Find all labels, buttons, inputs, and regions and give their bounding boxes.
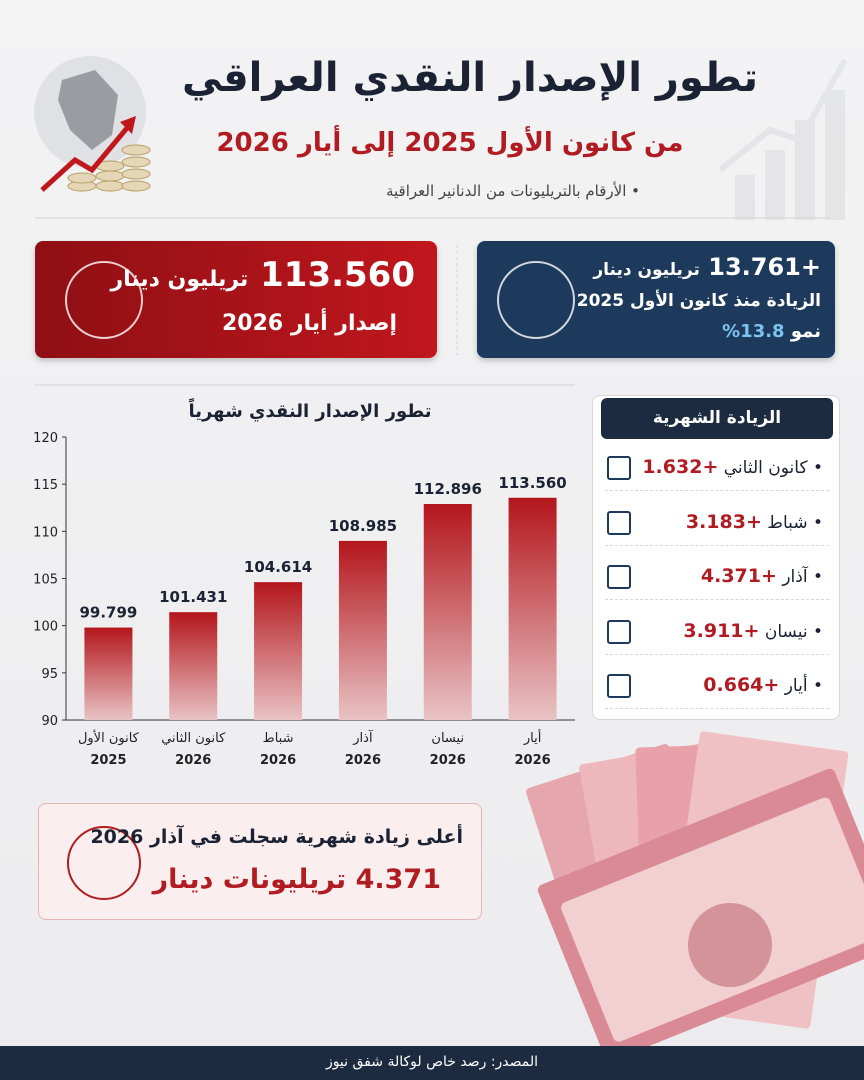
footer: المصدر: رصد خاص لوكالة شفق نيوز bbox=[0, 1046, 864, 1080]
row-text: • نيسان +3.911 bbox=[683, 620, 823, 642]
bar bbox=[254, 582, 303, 720]
x-tick-label: نيسان bbox=[431, 731, 464, 746]
calendar-icon bbox=[607, 674, 631, 698]
highlight-value: 4.371 تريليونات دينار bbox=[152, 864, 441, 895]
x-tick-label: 2026 bbox=[514, 753, 550, 768]
chart-title: تطور الإصدار النقدي شهرياً bbox=[188, 398, 431, 422]
growth-label: نمو bbox=[790, 321, 821, 342]
x-tick-label: 2026 bbox=[260, 753, 296, 768]
value-label: 108.985 bbox=[329, 517, 397, 535]
row-value: +1.632 bbox=[642, 456, 719, 478]
increase-row: • آذار +4.371 bbox=[605, 559, 829, 600]
card-line: +13.761 تريليون دينار bbox=[593, 253, 821, 281]
chart: تطور الإصدار النقدي شهرياً 90 95 100 105 110… bbox=[33, 398, 575, 768]
bar bbox=[84, 627, 133, 720]
current-card: 113.560 تريليون دينار إصدار أيار 2026 bbox=[35, 241, 437, 358]
x-tick-label: شباط bbox=[263, 731, 294, 746]
x-tick-label: آذار bbox=[352, 729, 374, 746]
row-text: • أيار +0.664 bbox=[703, 674, 823, 696]
row-bullet: • bbox=[807, 512, 823, 533]
note-text: الأرقام بالتريليونات من الدنانير العراقي… bbox=[385, 182, 627, 200]
growth-line: نمو 13.8% bbox=[722, 321, 821, 342]
row-month: شباط bbox=[767, 512, 808, 533]
x-tick-label: 2026 bbox=[430, 753, 466, 768]
row-month: كانون الثاني bbox=[723, 458, 808, 478]
row-text: • شباط +3.183 bbox=[686, 511, 823, 533]
value-label: 112.896 bbox=[414, 480, 482, 498]
value-label: 104.614 bbox=[244, 558, 312, 576]
increase-row: • نيسان +3.911 bbox=[605, 614, 829, 655]
increase-row: • كانون الثاني +1.632 bbox=[605, 450, 829, 491]
value-label: 113.560 bbox=[498, 474, 566, 492]
y-tick-label: 115 bbox=[33, 478, 58, 493]
bar bbox=[423, 504, 472, 720]
row-bullet: • bbox=[807, 676, 823, 696]
card-line: 113.560 تريليون دينار bbox=[110, 255, 415, 295]
row-value: +3.183 bbox=[685, 510, 762, 533]
y-tick-label: 90 bbox=[41, 714, 58, 729]
row-bullet: • bbox=[807, 567, 823, 587]
x-tick-label: 2025 bbox=[90, 753, 126, 768]
value-label: 101.431 bbox=[159, 588, 227, 606]
card-icon bbox=[65, 261, 143, 339]
row-value: +4.371 bbox=[700, 565, 777, 587]
bullet: • bbox=[626, 182, 640, 200]
row-value: +0.664 bbox=[703, 674, 780, 696]
card-icon bbox=[497, 261, 575, 339]
monthly-panel: الزيادة الشهرية • كانون الثاني +1.632 • ش… bbox=[592, 395, 840, 720]
x-tick-label: أيار bbox=[523, 729, 541, 746]
calendar-icon bbox=[607, 565, 631, 589]
current-value: 113.560 bbox=[260, 255, 415, 295]
panel-title: الزيادة الشهرية bbox=[601, 398, 833, 439]
x-tick-label: 2026 bbox=[175, 753, 211, 768]
x-tick-label: كانون الثاني bbox=[161, 731, 226, 746]
increase-label: الزيادة منذ كانون الأول 2025 bbox=[576, 291, 821, 311]
y-tick-label: 120 bbox=[33, 431, 58, 446]
calendar-icon bbox=[607, 510, 631, 535]
increase-card: +13.761 تريليون دينار الزيادة منذ كانون … bbox=[477, 241, 835, 358]
highlight-icon bbox=[67, 826, 141, 900]
y-tick-label: 95 bbox=[41, 667, 58, 682]
calendar-icon bbox=[607, 619, 631, 644]
row-month: نيسان bbox=[764, 621, 808, 642]
title: تطور الإصدار النقدي العراقي bbox=[181, 55, 759, 101]
row-bullet: • bbox=[807, 458, 823, 478]
y-tick-label: 105 bbox=[33, 573, 58, 588]
x-tick-label: كانون الأول bbox=[78, 729, 140, 746]
highlight-label: أعلى زيادة شهرية سجلت في آذار 2026 bbox=[90, 826, 463, 848]
calendar-icon bbox=[607, 456, 631, 480]
row-text: • آذار +4.371 bbox=[701, 565, 823, 587]
current-label: إصدار أيار 2026 bbox=[222, 311, 397, 336]
x-tick-label: 2026 bbox=[345, 753, 381, 768]
footer-source: المصدر: رصد خاص لوكالة شفق نيوز bbox=[325, 1054, 539, 1070]
row-month: أيار bbox=[784, 676, 808, 696]
bar bbox=[338, 540, 387, 720]
note: • الأرقام بالتريليونات من الدنانير العرا… bbox=[250, 182, 640, 200]
increase-unit: تريليون دينار bbox=[593, 260, 700, 280]
growth-value: 13.8% bbox=[722, 321, 785, 342]
increase-row: • أيار +0.664 bbox=[605, 668, 829, 709]
row-text: • كانون الثاني +1.632 bbox=[642, 456, 823, 478]
row-bullet: • bbox=[807, 621, 823, 642]
increase-row: • شباط +3.183 bbox=[605, 505, 829, 546]
current-unit: تريليون دينار bbox=[110, 267, 249, 292]
bar bbox=[508, 497, 557, 720]
subtitle: من كانون الأول 2025 إلى أيار 2026 bbox=[216, 128, 684, 158]
row-month: آذار bbox=[782, 567, 808, 587]
bar bbox=[169, 612, 218, 720]
y-tick-label: 110 bbox=[33, 525, 58, 540]
value-label: 99.799 bbox=[79, 604, 137, 622]
increase-value: +13.761 bbox=[708, 253, 821, 281]
y-tick-label: 100 bbox=[33, 620, 58, 635]
row-value: +3.911 bbox=[683, 619, 760, 642]
highlight-box: أعلى زيادة شهرية سجلت في آذار 2026 4.371… bbox=[38, 803, 482, 920]
